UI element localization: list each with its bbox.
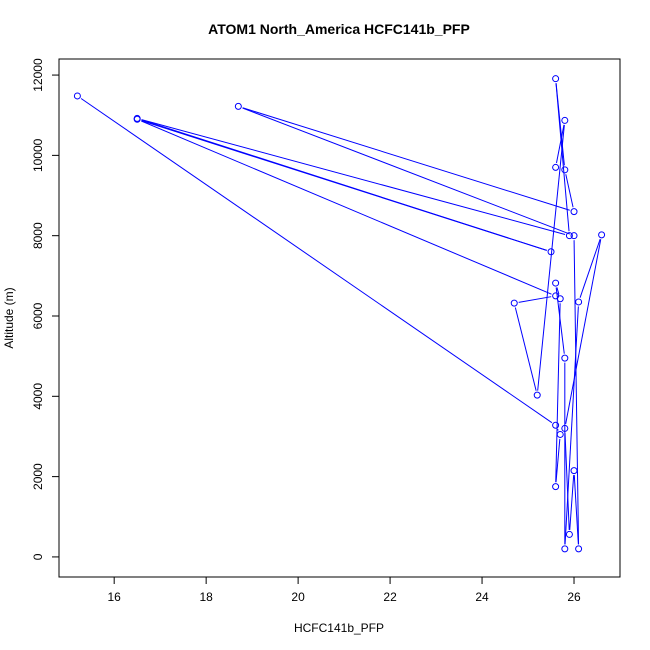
data-point [552,163,560,171]
data-point [575,298,583,306]
data-point [561,545,569,553]
series-segment [80,98,553,424]
y-axis: 0 2000 4000 6000 8000 10000 12000 [31,58,60,560]
series-segment [518,296,552,303]
series-segment [557,429,559,431]
y-tick-label: 2000 [31,463,45,490]
data-point [561,116,569,124]
data-point [575,545,583,553]
plot-frame [58,58,621,578]
x-tick-label: 20 [291,590,305,604]
data-point [561,424,569,432]
y-tick-label: 4000 [31,383,45,410]
x-axis: 16 18 20 22 24 26 [108,576,581,604]
series-segment [569,475,575,530]
data-point [552,279,560,287]
series-segment [514,307,537,391]
series-segment [565,174,574,208]
series-segment [537,124,565,391]
data-point [533,391,541,399]
y-axis-label: Altitude (m) [2,287,16,348]
x-tick-label: 24 [475,590,489,604]
data-point [552,421,560,429]
data-point [552,292,560,300]
data-point [565,232,573,240]
data-point [234,102,242,110]
series-segment [555,303,561,483]
series-segment [141,119,566,235]
x-tick-label: 26 [567,590,581,604]
y-tick-label: 0 [31,553,45,560]
x-tick-label: 22 [383,590,397,604]
series-segment [564,432,570,530]
y-tick-label: 10000 [31,138,45,172]
series-segment [556,287,560,295]
series-segment [555,124,565,164]
series-segment [573,240,580,545]
data-point [561,354,569,362]
data-point [570,208,578,216]
data-point [561,166,569,174]
series-segment [242,107,570,235]
data-point [598,231,606,239]
data-point [73,92,81,100]
y-tick-label: 6000 [31,302,45,329]
data-point [133,115,141,123]
y-tick-label: 12000 [31,58,45,92]
series-layer [73,75,606,553]
series-segment [564,306,579,545]
data-point [547,248,555,256]
series-segment [555,83,570,232]
series-segment [573,475,579,545]
data-point [570,467,578,475]
series-segment [565,239,602,425]
series-segment [555,438,561,483]
series-segment [242,107,570,211]
x-tick-label: 18 [199,590,213,604]
series-segment [579,238,601,298]
x-tick-label: 16 [108,590,122,604]
data-point [570,232,578,240]
y-tick-label: 8000 [31,222,45,249]
chart-title: ATOM1 North_America HCFC141b_PFP [208,21,470,37]
data-point [552,483,560,491]
series-segment [141,120,552,295]
data-point [565,530,573,538]
x-axis-label: HCFC141b_PFP [294,621,384,635]
data-point [552,75,560,83]
data-point [556,430,564,438]
series-segment [141,120,547,251]
data-point [510,299,518,307]
